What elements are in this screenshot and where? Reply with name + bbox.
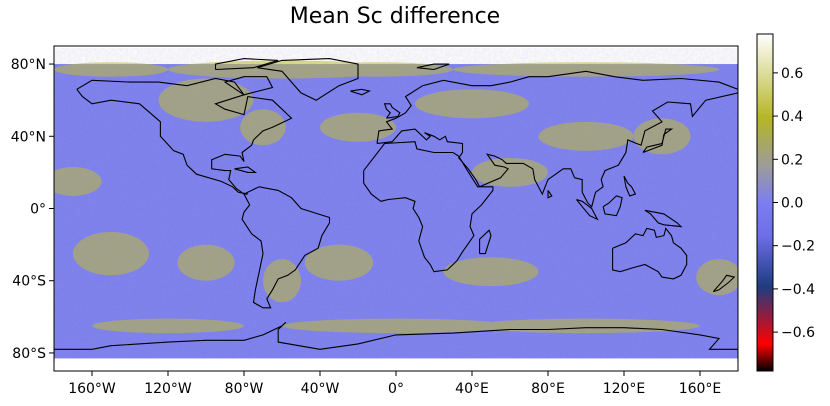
anomaly-blob [415,89,529,119]
colorbar-tick-label: 0.2 [781,152,803,168]
anomaly-blob [240,109,286,146]
x-tick-label: 80°E [531,381,565,397]
colorbar-tick-label: −0.4 [781,282,815,298]
colorbar-tick-label: 0.0 [781,196,803,212]
y-tick-label: 40°N [11,129,46,145]
coast-sumatra [576,198,599,221]
colorbar-gradient [757,34,773,371]
coast-philippines [623,175,637,197]
colorbar-tick-label: −0.2 [781,239,815,255]
anomaly-blob [263,259,301,303]
anomaly-blob [304,244,374,281]
map-panel: 160°W 120°W 80°W 40°W 0° 40°E 80°E 120°E 160°E 8… [11,45,739,397]
anomaly-blob [443,257,539,287]
colorbar-tick-label: −0.6 [781,325,815,341]
anomaly-blob [54,166,102,196]
coast-borneo [602,195,623,217]
coast-svalbard [416,63,450,71]
x-tick-label: 80°W [225,381,264,397]
coast-antarctica [54,321,738,362]
longitude-axis: 160°W 120°W 80°W 40°W 0° 40°E 80°E 120°E 160°E [68,371,721,397]
anomaly-blob [472,318,700,334]
anomaly-blob [472,157,548,187]
anomaly-blob [54,62,168,77]
coastlines [54,58,738,362]
x-tick-label: 40°E [455,381,489,397]
anomaly-blob [73,231,149,276]
colorbar: 0.6 0.4 0.2 0.0 −0.2 −0.4 −0.6 [756,33,815,372]
coast-cuba [234,166,258,173]
x-tick-label: 160°E [679,381,722,397]
map-title: Mean Sc difference [289,4,501,29]
anomaly-blob [320,112,396,142]
coast-south-america [241,186,331,309]
coast-eurasia [376,70,738,208]
colorbar-tick-label: 0.4 [781,109,803,125]
coast-baffin [223,76,274,96]
x-tick-label: 0° [388,381,404,397]
coast-north-america [76,77,293,195]
coast-australia [612,227,688,280]
anomaly-blob [177,244,235,281]
y-tick-label: 80°S [12,346,46,362]
colorbar-tick-label: 0.6 [781,66,803,82]
coast-greenland [257,58,359,101]
anomaly-blob [453,62,719,77]
x-tick-label: 40°W [301,381,340,397]
x-tick-label: 120°W [144,381,192,397]
y-tick-label: 80°N [11,57,46,73]
coast-madagascar [479,229,492,255]
latitude-axis: 80°N 40°N 0° 40°S 80°S [11,57,54,362]
coast-ellesmere [214,58,279,71]
anomaly-blob [301,62,453,77]
y-tick-label: 0° [30,202,46,218]
anomaly-blob [633,118,691,155]
coast-iceland [350,88,372,96]
anomaly-blob [696,259,738,296]
coast-new-zealand [712,274,736,293]
anomaly-blob [538,121,634,151]
x-tick-label: 120°E [603,381,646,397]
anomaly-blob [92,318,244,334]
coast-sri-lanka [547,190,553,199]
coast-africa [363,141,494,273]
positive-anomaly-regions [54,60,738,334]
x-tick-label: 160°W [68,381,116,397]
field-texture [54,48,738,359]
coast-new-guinea [644,209,683,228]
coast-japan [642,128,674,154]
anomaly-blob [158,78,254,122]
coast-uk [383,103,401,119]
y-tick-label: 40°S [12,274,46,290]
anomaly-blob [282,318,510,334]
